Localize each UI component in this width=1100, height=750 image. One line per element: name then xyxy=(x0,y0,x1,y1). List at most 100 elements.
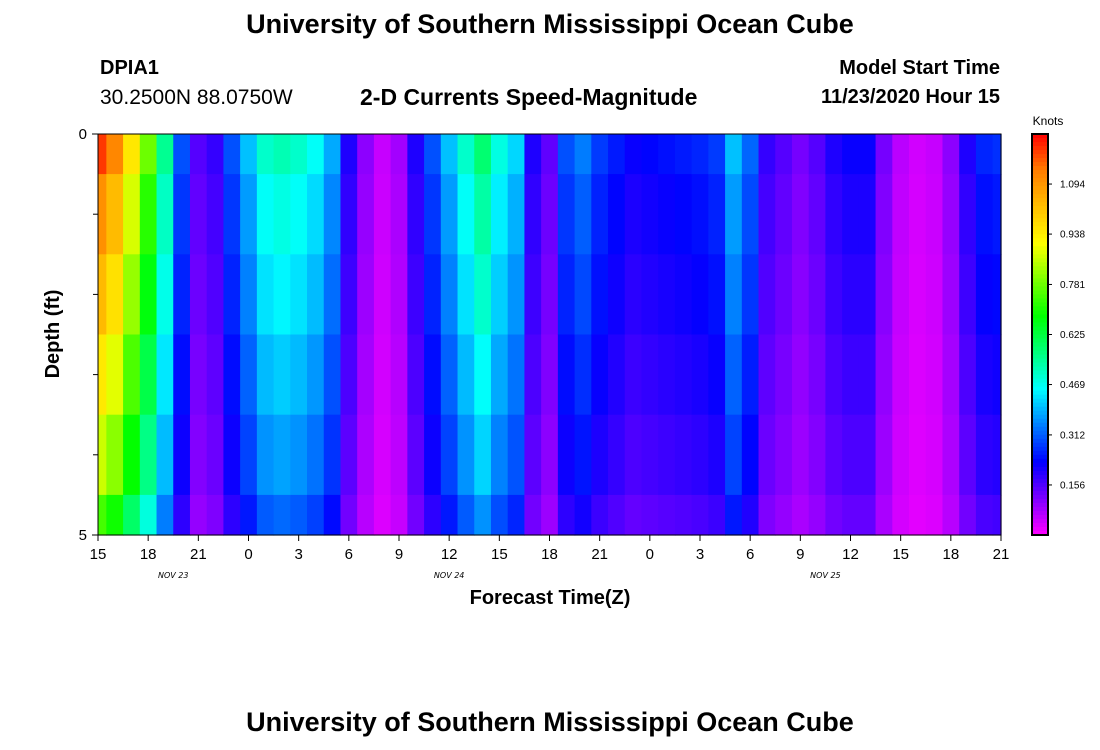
heatmap-cell xyxy=(775,494,793,536)
heatmap-cell xyxy=(323,414,342,496)
station-id: DPIA1 xyxy=(100,57,159,79)
heatmap-cell xyxy=(507,254,526,336)
heatmap-cell xyxy=(959,414,977,496)
colorbar-segment xyxy=(1032,198,1048,203)
heatmap-cell xyxy=(775,174,793,255)
colorbar-segment xyxy=(1032,438,1048,444)
colorbar-tick-label: 0.938 xyxy=(1060,230,1085,241)
heatmap-cell xyxy=(992,174,1002,255)
heatmap-cell xyxy=(340,174,358,255)
colorbar-segment xyxy=(1032,210,1048,215)
heatmap-cell xyxy=(691,254,709,336)
colorbar-segment xyxy=(1032,178,1048,183)
heatmap-cell xyxy=(373,254,392,336)
x-tick-label: 6 xyxy=(746,546,754,563)
heatmap-cell xyxy=(123,254,141,336)
heatmap-cell xyxy=(98,254,107,336)
heatmap-cell xyxy=(808,334,827,416)
heatmap-cell xyxy=(708,494,726,536)
colorbar-segment xyxy=(1032,226,1048,231)
colorbar-segment xyxy=(1032,370,1048,376)
heatmap-cell xyxy=(189,414,208,496)
heatmap-cell xyxy=(474,174,492,255)
heatmap-cell xyxy=(290,254,308,336)
heatmap-cell xyxy=(574,254,592,336)
heatmap-cell xyxy=(875,334,893,416)
colorbar-segment xyxy=(1032,314,1048,320)
heatmap-cell xyxy=(240,334,258,416)
heatmap-cell xyxy=(307,174,325,255)
heatmap-cell xyxy=(741,414,760,496)
heatmap-cell xyxy=(842,414,860,496)
heatmap-cell xyxy=(892,254,910,336)
colorbar-segment xyxy=(1032,522,1048,528)
heatmap-cell xyxy=(674,334,693,416)
heatmap-cell xyxy=(256,494,275,536)
heatmap-cell xyxy=(323,174,342,255)
heatmap-cell xyxy=(725,134,743,175)
heatmap-cell xyxy=(825,494,843,536)
colorbar-segment xyxy=(1032,230,1048,235)
heatmap-cell xyxy=(942,174,960,255)
heatmap-cell xyxy=(574,414,592,496)
heatmap-cell xyxy=(98,134,107,175)
colorbar-segment xyxy=(1032,274,1048,279)
heatmap-cell xyxy=(173,334,191,416)
heatmap-cell xyxy=(189,334,208,416)
heatmap-cell xyxy=(641,414,659,496)
heatmap-cell xyxy=(557,254,576,336)
x-tick-label: 18 xyxy=(140,546,157,563)
heatmap-cell xyxy=(98,334,107,416)
x-tick-label: 12 xyxy=(441,546,458,563)
heatmap-cell xyxy=(858,334,877,416)
heatmap-cell xyxy=(674,494,693,536)
heatmap-cell xyxy=(490,334,509,416)
heatmap-cell xyxy=(641,334,659,416)
heatmap-cell xyxy=(959,494,977,536)
colorbar-segment xyxy=(1032,154,1048,159)
heatmap-cell xyxy=(608,254,626,336)
heatmap-cell xyxy=(524,254,542,336)
colorbar-segment xyxy=(1032,294,1048,300)
colorbar-segment xyxy=(1032,202,1048,207)
heatmap-cell xyxy=(825,414,843,496)
colorbar-segment xyxy=(1032,362,1048,368)
heatmap-cell xyxy=(557,414,576,496)
heatmap-cell xyxy=(390,414,408,496)
heatmap-cell xyxy=(373,334,392,416)
heatmap-cell xyxy=(591,254,609,336)
colorbar-segment xyxy=(1032,166,1048,171)
heatmap-cell xyxy=(206,334,225,416)
heatmap-cell xyxy=(858,134,877,175)
colorbar-segment xyxy=(1032,250,1048,255)
x-tick-label: 6 xyxy=(345,546,353,563)
heatmap-cell xyxy=(407,174,425,255)
heatmap-cell xyxy=(791,174,810,255)
heatmap-cell xyxy=(357,174,375,255)
heatmap-cell xyxy=(909,174,927,255)
heatmap-cell xyxy=(658,174,676,255)
heatmap-cell xyxy=(624,254,643,336)
heatmap-cell xyxy=(624,134,643,175)
colorbar-segment xyxy=(1032,406,1048,412)
heatmap-cell xyxy=(223,334,241,416)
heatmap-cell xyxy=(641,134,659,175)
colorbar-segment xyxy=(1032,246,1048,251)
date-label: NOV 25 xyxy=(810,571,840,580)
heatmap-cell xyxy=(123,414,141,496)
colorbar-segment xyxy=(1032,330,1048,336)
heatmap-cell xyxy=(608,174,626,255)
heatmap-cell xyxy=(992,134,1002,175)
heatmap-cell xyxy=(123,174,141,255)
colorbar-segment xyxy=(1032,266,1048,271)
heatmap-cell xyxy=(624,174,643,255)
heatmap-cell xyxy=(624,414,643,496)
colorbar-segment xyxy=(1032,478,1048,484)
heatmap-cell xyxy=(290,334,308,416)
heatmap-cell xyxy=(357,254,375,336)
colorbar-segment xyxy=(1032,430,1048,436)
heatmap-cell xyxy=(106,494,124,536)
heatmap-cell xyxy=(156,134,174,175)
colorbar-segment xyxy=(1032,446,1048,452)
x-tick-label: 3 xyxy=(696,546,704,563)
